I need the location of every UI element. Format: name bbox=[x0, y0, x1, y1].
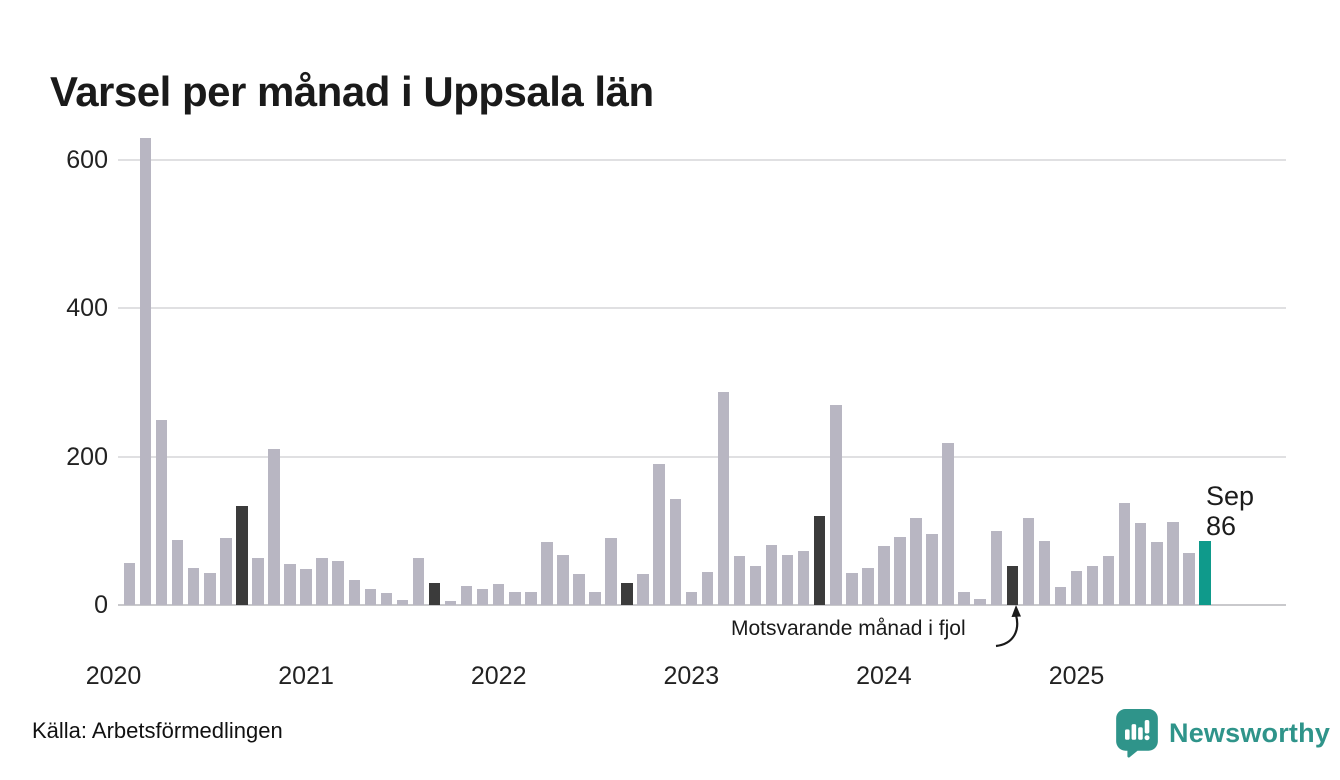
bar-2025-09 bbox=[1199, 541, 1211, 605]
bar-2024-11 bbox=[1038, 540, 1051, 605]
bar-2020-05 bbox=[171, 539, 184, 605]
bar-2020-11 bbox=[268, 449, 280, 606]
bar-2023-02 bbox=[701, 571, 714, 605]
bar-2024-10 bbox=[1022, 517, 1035, 605]
y-tick-label-600: 600 bbox=[66, 146, 108, 174]
bar-2024-06 bbox=[958, 591, 970, 605]
bar-2021-06 bbox=[380, 593, 393, 605]
bar-2021-02 bbox=[316, 558, 328, 605]
bar-2025-04 bbox=[1118, 502, 1131, 605]
bar-2024-03 bbox=[910, 517, 922, 605]
page-title: Varsel per månad i Uppsala län bbox=[50, 68, 654, 116]
bar-2024-12 bbox=[1054, 587, 1067, 605]
bar-2021-04 bbox=[348, 579, 360, 605]
bar-2024-07 bbox=[974, 599, 986, 605]
newsworthy-icon bbox=[1116, 709, 1158, 758]
bar-2021-03 bbox=[332, 560, 344, 605]
current-point-value: 86 bbox=[1206, 511, 1237, 541]
bar-2025-02 bbox=[1086, 565, 1099, 605]
source-credit: Källa: Arbetsförmedlingen bbox=[32, 718, 283, 743]
x-tick-label-2024: 2024 bbox=[856, 662, 912, 690]
bar-2022-09 bbox=[621, 582, 633, 606]
y-tick-label-0: 0 bbox=[94, 591, 108, 619]
bar-2023-08 bbox=[797, 550, 810, 605]
current-point-month: Sep bbox=[1206, 481, 1255, 511]
bar-2024-04 bbox=[926, 533, 938, 605]
brand-logo: Newsworthy bbox=[1116, 709, 1330, 758]
bar-2025-07 bbox=[1167, 521, 1179, 605]
gridline-600 bbox=[118, 159, 1286, 161]
bar-2021-09 bbox=[428, 582, 441, 606]
bar-2022-05 bbox=[557, 554, 569, 605]
bar-2023-06 bbox=[765, 544, 778, 605]
bar-2022-01 bbox=[492, 583, 505, 605]
bar-2024-09 bbox=[1006, 565, 1018, 605]
bar-2020-06 bbox=[187, 567, 200, 605]
bar-2020-10 bbox=[252, 558, 264, 605]
bar-2022-02 bbox=[509, 592, 521, 605]
gridline-400 bbox=[118, 307, 1286, 310]
gridline-200 bbox=[118, 455, 1286, 458]
bar-2022-11 bbox=[653, 464, 665, 605]
bar-2022-06 bbox=[573, 573, 585, 606]
y-tick-label-200: 200 bbox=[66, 442, 108, 471]
annotation-prev-year: Motsvarande månad i fjol bbox=[731, 617, 966, 640]
bar-2022-07 bbox=[589, 592, 601, 605]
bar-2025-06 bbox=[1151, 542, 1163, 605]
current-point-label: Sep 86 bbox=[1206, 481, 1254, 541]
bar-2023-09 bbox=[813, 516, 826, 605]
bar-2021-07 bbox=[396, 599, 409, 605]
bar-2022-08 bbox=[605, 538, 617, 606]
bar-2020-09 bbox=[236, 506, 248, 605]
bar-2021-12 bbox=[476, 588, 489, 605]
bar-2021-05 bbox=[364, 589, 376, 605]
bar-2020-08 bbox=[220, 538, 232, 606]
bar-2023-07 bbox=[781, 555, 794, 605]
bar-2024-01 bbox=[878, 545, 890, 605]
bar-2022-12 bbox=[669, 498, 681, 605]
bar-2025-05 bbox=[1134, 523, 1147, 605]
bar-2024-05 bbox=[942, 443, 954, 605]
x-tick-label-2021: 2021 bbox=[278, 662, 334, 690]
bar-2021-10 bbox=[444, 600, 457, 605]
y-tick-label-400: 400 bbox=[66, 294, 108, 323]
bar-2022-10 bbox=[637, 573, 649, 606]
bar-2023-12 bbox=[862, 567, 874, 605]
bar-2023-05 bbox=[749, 566, 762, 605]
bar-2020-03 bbox=[139, 137, 152, 606]
bar-2022-04 bbox=[541, 542, 553, 605]
x-tick-label-2023: 2023 bbox=[663, 662, 720, 690]
bar-2023-04 bbox=[733, 556, 746, 605]
bar-2021-01 bbox=[300, 569, 312, 605]
bar-2020-12 bbox=[284, 564, 296, 605]
bar-2020-07 bbox=[204, 573, 216, 605]
bar-2020-02 bbox=[123, 562, 136, 605]
bar-2021-08 bbox=[412, 557, 425, 605]
x-tick-label-2022: 2022 bbox=[470, 662, 527, 690]
bar-2022-03 bbox=[525, 592, 537, 605]
bar-2023-10 bbox=[830, 404, 842, 606]
x-axis-line bbox=[118, 604, 1286, 606]
x-tick-label-2025: 2025 bbox=[1048, 662, 1105, 690]
brand-name: Newsworthy bbox=[1169, 718, 1331, 748]
annotation-arrow-icon bbox=[995, 605, 1021, 648]
bar-2025-03 bbox=[1102, 556, 1115, 605]
bar-2025-08 bbox=[1183, 553, 1195, 605]
bar-2024-02 bbox=[894, 536, 906, 605]
x-tick-label-2020: 2020 bbox=[85, 662, 142, 690]
bar-2021-11 bbox=[460, 585, 473, 605]
bar-2023-03 bbox=[717, 392, 730, 605]
bar-2024-08 bbox=[990, 530, 1002, 605]
bar-2025-01 bbox=[1070, 570, 1083, 605]
bar-2023-11 bbox=[846, 573, 858, 605]
bar-2020-04 bbox=[155, 420, 168, 605]
bar-2023-01 bbox=[685, 592, 697, 605]
